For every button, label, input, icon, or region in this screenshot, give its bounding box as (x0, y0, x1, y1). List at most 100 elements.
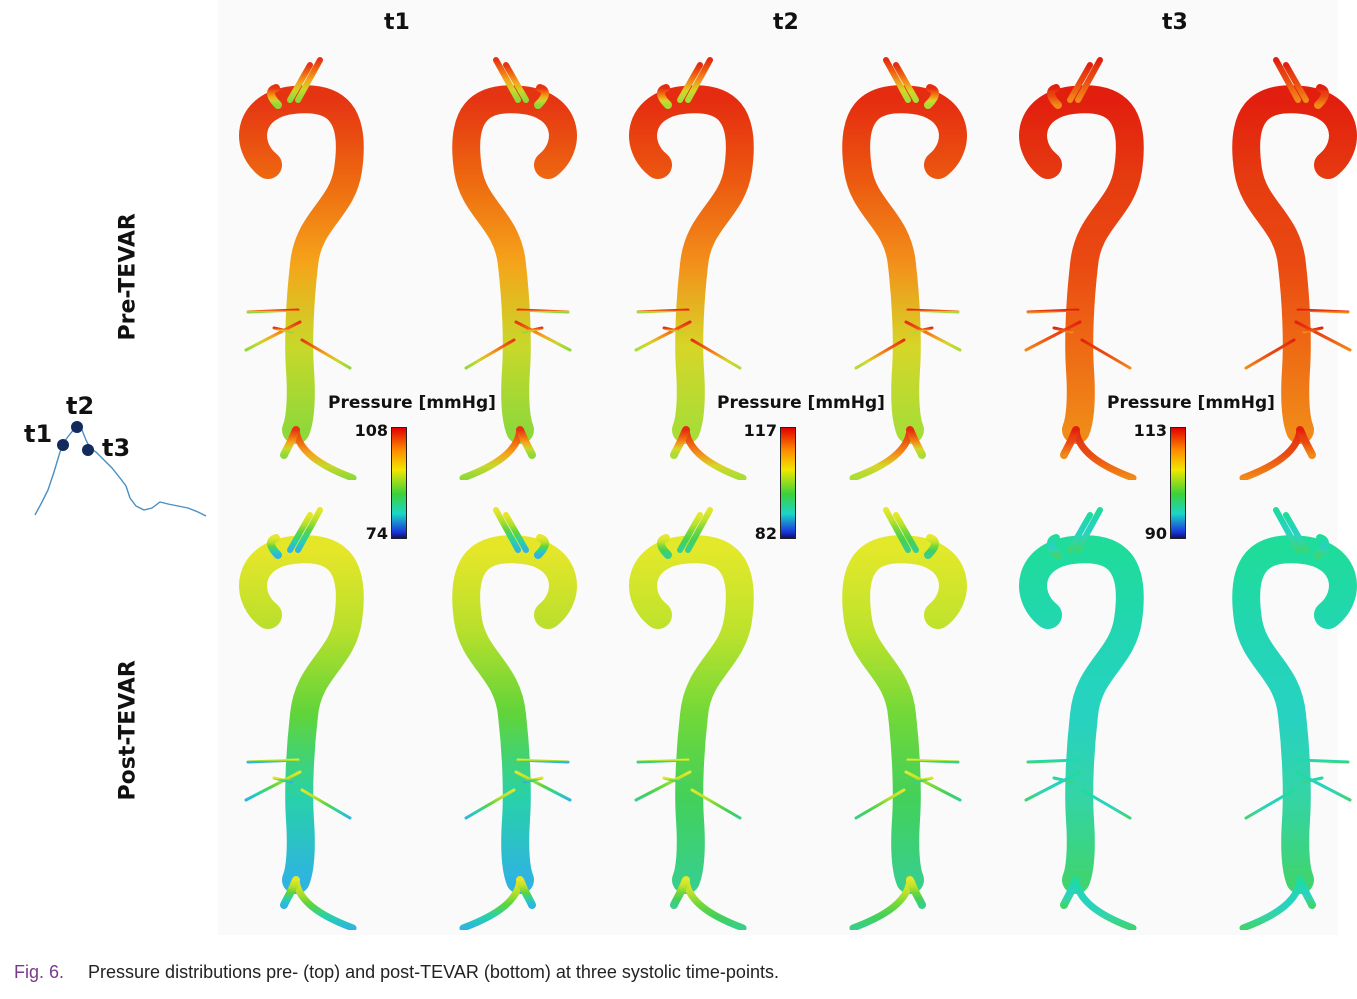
branch-vessel (287, 512, 313, 553)
aorta-body (1232, 85, 1357, 444)
colorbar-min: 82 (754, 524, 777, 543)
branch-vessel (657, 84, 672, 109)
visceral-vessel (300, 788, 352, 820)
branch-vessel (267, 534, 282, 559)
branch-vessel (493, 57, 521, 103)
row-label-pre-tevar: Pre-TEVAR (115, 213, 141, 341)
iliac-vessel (1296, 426, 1316, 459)
branch-vessel (493, 507, 521, 553)
visceral-vessel (1302, 776, 1324, 784)
branch-vessel (883, 57, 911, 103)
visceral-vessel (246, 758, 300, 764)
colorbar-max: 113 (1133, 421, 1167, 440)
aorta-body (629, 535, 754, 894)
iliac-vessel (280, 426, 300, 459)
visceral-vessel (1024, 770, 1082, 802)
aorta-body (1232, 535, 1357, 894)
inset-label-t1: t1 (24, 420, 53, 448)
branch-vessel (503, 512, 529, 553)
visceral-vessel (690, 788, 742, 820)
iliac-vessel (670, 426, 690, 459)
visceral-vessel (1294, 320, 1352, 352)
iliac-vessel (1060, 876, 1080, 909)
branch-vessel (1283, 512, 1309, 553)
visceral-vessel (690, 338, 742, 370)
colorbar-gradient (780, 427, 796, 539)
branch-vessel (1314, 84, 1329, 109)
branch-vessel (267, 84, 282, 109)
visceral-vessel (636, 308, 690, 314)
aorta-body (842, 85, 967, 444)
visceral-vessel (904, 320, 962, 352)
branch-vessel (295, 507, 323, 553)
visceral-vessel (854, 788, 906, 820)
visceral-vessel (662, 326, 684, 334)
aorta-body (629, 85, 754, 444)
aorta-body (239, 85, 364, 444)
post-tevar-t3-view-a (1019, 507, 1144, 930)
branch-vessel (1283, 62, 1309, 103)
colorbar-title: Pressure [mmHg] (717, 393, 885, 413)
inset-label-t2: t2 (66, 392, 95, 420)
branch-vessel (677, 512, 703, 553)
visceral-vessel (464, 338, 516, 370)
visceral-vessel (1244, 788, 1296, 820)
visceral-vessel (1296, 308, 1350, 314)
aorta-body (1019, 535, 1144, 894)
visceral-vessel (1080, 788, 1132, 820)
aorta-body (452, 85, 577, 444)
visceral-vessel (1296, 758, 1350, 764)
visceral-vessel (1294, 770, 1352, 802)
visceral-vessel (906, 758, 960, 764)
column-label-t1: t1 (384, 10, 410, 35)
colorbar-min: 90 (1144, 524, 1167, 543)
post-tevar-t2-view-b (842, 507, 967, 930)
inset-label-t3: t3 (102, 434, 131, 462)
colorbar-max: 117 (743, 421, 777, 440)
branch-vessel (534, 84, 549, 109)
figure-caption: Fig. 6. Pressure distributions pre- (top)… (14, 962, 779, 983)
iliac-vessel (1296, 876, 1316, 909)
visceral-vessel (1026, 308, 1080, 314)
branch-vessel (1047, 84, 1062, 109)
branch-vessel (657, 534, 672, 559)
iliac-vessel (906, 426, 926, 459)
colorbar-max: 108 (354, 421, 388, 440)
visceral-vessel (272, 776, 294, 784)
branch-vessel (677, 62, 703, 103)
pre-tevar-t3-view-a (1019, 57, 1144, 480)
visceral-vessel (272, 326, 294, 334)
branch-vessel (287, 62, 313, 103)
branch-vessel (1075, 507, 1103, 553)
visceral-vessel (246, 308, 300, 314)
colorbar-min: 74 (365, 524, 388, 543)
visceral-vessel (1052, 326, 1074, 334)
pre-tevar-t1-view-a (239, 57, 364, 480)
branch-vessel (685, 57, 713, 103)
timepoint-marker-t1 (57, 439, 69, 451)
branch-vessel (883, 507, 911, 553)
visceral-vessel (464, 788, 516, 820)
pre-tevar-t2-view-b (842, 57, 967, 480)
pre-tevar-t3-view-b (1232, 57, 1357, 480)
iliac-vessel (280, 876, 300, 909)
caption-text: Pressure distributions pre- (top) and po… (88, 962, 779, 982)
waveform-inset (34, 421, 207, 517)
colorbar-title: Pressure [mmHg] (1107, 393, 1275, 413)
iliac-vessel (906, 876, 926, 909)
branch-vessel (1067, 512, 1093, 553)
branch-vessel (1047, 534, 1062, 559)
visceral-vessel (662, 776, 684, 784)
timepoint-marker-t2 (71, 421, 83, 433)
visceral-vessel (1052, 776, 1074, 784)
column-label-t2: t2 (773, 10, 799, 35)
timepoint-marker-t3 (82, 444, 94, 456)
branch-vessel (685, 507, 713, 553)
aorta-body (239, 535, 364, 894)
visceral-vessel (1080, 338, 1132, 370)
visceral-vessel (854, 338, 906, 370)
visceral-vessel (912, 776, 934, 784)
branch-vessel (1314, 534, 1329, 559)
visceral-vessel (912, 326, 934, 334)
visceral-vessel (1244, 338, 1296, 370)
